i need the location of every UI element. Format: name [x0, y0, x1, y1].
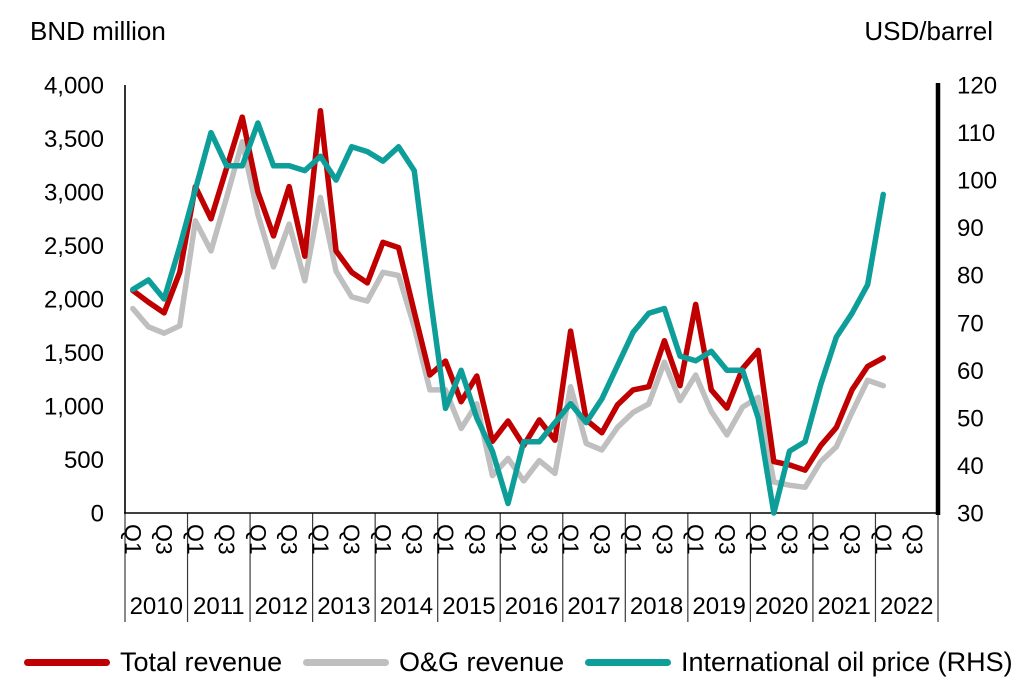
- right-axis-tick-label: 50: [957, 405, 984, 432]
- quarter-tick-label: Q3: [276, 524, 302, 555]
- year-tick-label: 2020: [755, 593, 808, 620]
- quarter-tick-label: Q3: [526, 524, 552, 555]
- o-g-revenue-line: [130, 138, 887, 491]
- quarter-tick-label: Q1: [370, 524, 396, 555]
- left-axis-tick-label: 2,000: [44, 287, 104, 314]
- quarter-tick-label: Q1: [245, 524, 271, 555]
- left-axis-tick-label: 2,500: [44, 233, 104, 260]
- right-axis-title: USD/barrel: [864, 16, 993, 46]
- quarter-tick-label: Q3: [839, 524, 865, 555]
- year-tick-label: 2013: [317, 593, 370, 620]
- year-tick-label: 2017: [567, 593, 620, 620]
- left-axis-tick-label: 500: [64, 447, 104, 474]
- quarter-tick-label: Q3: [339, 524, 365, 555]
- left-axis-tick-label: 1,000: [44, 394, 104, 421]
- quarter-tick-label: Q1: [620, 524, 646, 555]
- quarter-tick-label: Q1: [120, 524, 146, 555]
- left-axis-tick-label: 3,000: [44, 180, 104, 207]
- og-revenue-line-swatch: [303, 658, 389, 666]
- year-tick-label: 2014: [380, 593, 433, 620]
- quarter-tick-label: Q3: [776, 524, 802, 555]
- legend: Total revenue O&G revenue International …: [0, 644, 1024, 680]
- quarter-tick-label: Q1: [808, 524, 834, 555]
- total-revenue-line: [130, 107, 887, 473]
- year-tick-label: 2011: [193, 593, 245, 620]
- line-chart-canvas: 0 500 1,000 1,500 2,000 2,500 3,000 3,500 4,000 3…: [44, 73, 997, 622]
- total-revenue-line-swatch: [24, 658, 110, 666]
- legend-item-og-revenue: O&G revenue: [303, 644, 564, 680]
- legend-item-total-revenue: Total revenue: [24, 644, 282, 680]
- quarter-tick-label: Q3: [589, 524, 615, 555]
- quarter-tick-label: Q1: [745, 524, 771, 555]
- year-tick-label: 2019: [692, 593, 745, 620]
- right-axis-tick-label: 30: [957, 501, 984, 528]
- right-axis-tick-label: 40: [957, 453, 984, 480]
- year-tick-label: 2015: [442, 593, 495, 620]
- year-tick-label: 2018: [630, 593, 683, 620]
- quarter-tick-label: Q3: [151, 524, 177, 555]
- quarter-tick-label: Q1: [870, 524, 896, 555]
- oil-price-line-swatch: [585, 658, 671, 666]
- right-axis-tick-label: 90: [957, 215, 984, 242]
- year-tick-label: 2021: [817, 593, 870, 620]
- quarter-tick-label: Q1: [307, 524, 333, 555]
- right-axis-tick-label: 80: [957, 263, 984, 290]
- year-tick-label: 2016: [505, 593, 558, 620]
- quarter-tick-label: Q1: [433, 524, 459, 555]
- left-axis-tick-label: 0: [91, 501, 104, 528]
- year-tick-label: 2022: [880, 593, 933, 620]
- left-axis-tick-label: 3,500: [44, 126, 104, 153]
- quarter-tick-label: Q3: [902, 524, 928, 555]
- quarter-tick-label: Q3: [401, 524, 427, 555]
- left-axis-tick-label: 1,500: [44, 340, 104, 367]
- quarter-tick-label: Q3: [214, 524, 240, 555]
- quarter-tick-label: Q1: [683, 524, 709, 555]
- quarter-tick-label: Q3: [714, 524, 740, 555]
- year-tick-label: 2010: [130, 593, 183, 620]
- quarter-tick-label: Q1: [182, 524, 208, 555]
- legend-label-og-revenue: O&G revenue: [399, 647, 565, 677]
- right-axis-tick-label: 100: [957, 168, 997, 195]
- legend-item-oil-price: International oil price (RHS): [585, 644, 1013, 680]
- year-tick-label: 2012: [255, 593, 308, 620]
- legend-label-total-revenue: Total revenue: [120, 647, 283, 677]
- quarter-tick-label: Q1: [558, 524, 584, 555]
- quarter-tick-label: Q1: [495, 524, 521, 555]
- left-axis-title: BND million: [30, 16, 166, 46]
- quarter-tick-label: Q3: [464, 524, 490, 555]
- left-axis-tick-label: 4,000: [44, 73, 104, 100]
- international-oil-price-rhs-line: [130, 120, 887, 516]
- right-axis-tick-label: 110: [957, 120, 995, 147]
- right-axis-tick-label: 60: [957, 358, 984, 385]
- right-axis-tick-label: 120: [957, 73, 997, 100]
- quarter-tick-label: Q3: [651, 524, 677, 555]
- right-axis-tick-label: 70: [957, 310, 984, 337]
- legend-label-oil-price: International oil price (RHS): [681, 647, 1013, 677]
